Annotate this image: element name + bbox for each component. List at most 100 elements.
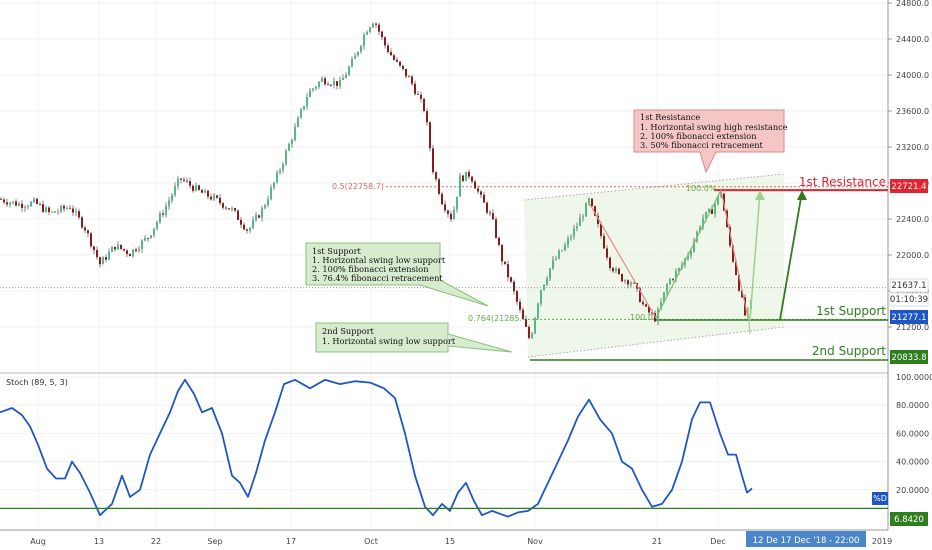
candle-body <box>75 211 77 213</box>
candle-body <box>3 199 5 203</box>
candle-body <box>513 281 515 292</box>
candle-body <box>42 204 44 212</box>
candle-body <box>591 198 593 207</box>
countdown-badge: 01:10:39 <box>889 292 929 307</box>
candle-body <box>222 203 224 208</box>
candle-body <box>267 199 269 206</box>
support2-callout-line-2: 1. Horizontal swing low support <box>322 336 456 346</box>
candle-body <box>543 284 545 291</box>
ext-bottom-label: 100.0 <box>630 313 653 322</box>
candle-body <box>66 207 68 209</box>
stoch-d-badge: %D <box>872 492 888 505</box>
candle-body <box>690 251 692 256</box>
candle-body <box>672 279 674 280</box>
support1-callout-line-4: 3. 76.4% fibonacci retracement <box>312 273 443 283</box>
support1-callout: 1st Support 1. Horizontal swing low supp… <box>305 242 489 307</box>
candle-body <box>561 250 563 252</box>
candle-body <box>489 212 491 214</box>
candle-body <box>651 312 653 314</box>
last-price-badge: 21637.1 <box>889 278 929 293</box>
candle-body <box>246 229 248 231</box>
candle-body <box>477 188 479 192</box>
candle-body <box>180 178 182 180</box>
candle-body <box>357 51 359 56</box>
candle-body <box>399 61 401 66</box>
candle-body <box>144 237 146 241</box>
candle-body <box>447 210 449 214</box>
candle-body <box>618 268 620 275</box>
candle-body <box>438 179 440 194</box>
candle-body <box>90 233 92 247</box>
candle-body <box>687 255 689 259</box>
candle-body <box>258 215 260 218</box>
candle-body <box>660 302 662 310</box>
price-tick-label: 22400.0 <box>896 215 929 224</box>
candle-body <box>603 235 605 249</box>
candle-body <box>363 34 365 46</box>
candle-body <box>372 23 374 28</box>
candle-body <box>6 202 8 205</box>
candle-body <box>609 257 611 269</box>
time-tick-label: 17 <box>286 537 296 546</box>
candle-body <box>21 203 23 209</box>
candle-body <box>12 201 14 203</box>
candle-body <box>483 194 485 203</box>
candle-body <box>63 205 65 209</box>
candle-body <box>264 205 266 209</box>
candle-body <box>171 195 173 201</box>
countdown-text: 01:10:39 <box>890 295 928 305</box>
candle-body <box>330 85 332 86</box>
support1-price-badge: 21277.1 <box>890 310 928 324</box>
candle-body <box>699 227 701 232</box>
candle-body <box>624 280 626 282</box>
candle-body <box>393 55 395 60</box>
candle-body <box>312 88 314 91</box>
candle-body <box>459 175 461 197</box>
candle-body <box>216 195 218 198</box>
candle-body <box>630 282 632 285</box>
candle-body <box>306 97 308 107</box>
candle-body <box>135 249 137 251</box>
candle-body <box>387 45 389 53</box>
candle-body <box>165 206 167 215</box>
candle-body <box>492 213 494 220</box>
stoch-tick-label: 100.0000 <box>896 373 932 382</box>
candle-body <box>93 246 95 251</box>
channel-fill <box>524 174 784 357</box>
candle-body <box>666 284 668 293</box>
support1-callout-line-3: 2. 100% fibonacci extension <box>312 264 429 274</box>
candle-body <box>366 31 368 35</box>
stoch-tick-label: 60.0000 <box>896 429 929 438</box>
candle-body <box>675 271 677 280</box>
candle-body <box>117 244 119 250</box>
candle-body <box>486 202 488 213</box>
support1-title: 1st Support <box>816 304 886 318</box>
candle-body <box>57 211 59 213</box>
candle-body <box>714 204 716 214</box>
projection-arrows <box>588 189 807 335</box>
candle-body <box>207 190 209 197</box>
time-tick-label: 15 <box>445 537 455 546</box>
candle-body <box>633 282 635 284</box>
candle-body <box>0 199 2 200</box>
candle-body <box>735 261 737 275</box>
candle-body <box>147 237 149 239</box>
candle-body <box>27 206 29 208</box>
candle-body <box>342 78 344 80</box>
stoch-axis: 100.0000 80.0000 60.0000 40.0000 20.0000 <box>896 373 932 495</box>
candle-body <box>111 246 113 252</box>
candle-body <box>339 79 341 86</box>
resistance-price-text: 22721.4 <box>891 182 926 192</box>
candle-body <box>717 195 719 205</box>
price-tick-label: 24400.0 <box>896 35 929 44</box>
candle-body <box>276 172 278 183</box>
candle-body <box>435 172 437 180</box>
last-price-text: 21637.1 <box>891 281 926 291</box>
candle-body <box>60 205 62 212</box>
candle-body <box>162 213 164 215</box>
stoch-value-badge: 6.8420 <box>890 512 928 526</box>
candle-body <box>534 317 536 334</box>
candle-body <box>381 31 383 38</box>
candle-body <box>159 213 161 223</box>
candle-body <box>348 66 350 75</box>
